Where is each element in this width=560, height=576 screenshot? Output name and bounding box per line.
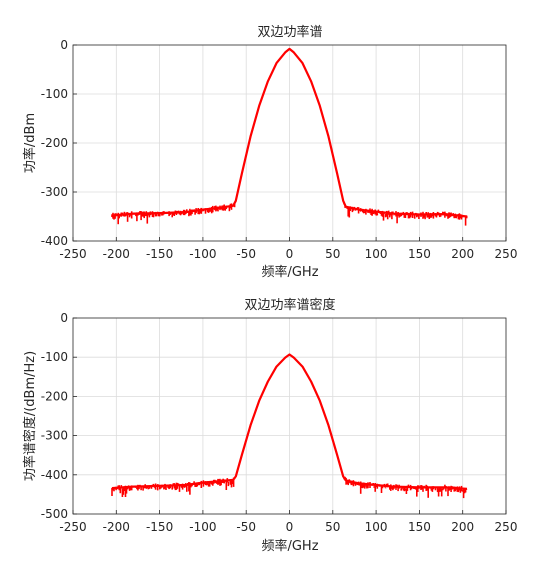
x-tick-label: 0 [286, 520, 294, 534]
x-tick-label: -100 [189, 520, 216, 534]
x-tick-label: -250 [59, 520, 86, 534]
x-tick-label: 250 [495, 520, 518, 534]
x-tick-label: 150 [408, 247, 431, 261]
y-tick-label: -400 [41, 468, 68, 482]
y-tick-label: -300 [41, 429, 68, 443]
y-tick-label: -100 [41, 87, 68, 101]
y-tick-label: -200 [41, 136, 68, 150]
data-line [111, 47, 468, 218]
y-tick-label: -400 [41, 234, 68, 248]
power-spectral-density-plot: 双边功率谱密度 -250 -200 -150 -100 -50 0 50 100 150 200 2… [22, 297, 517, 554]
y-tick-label: -300 [41, 185, 68, 199]
y-axis-label: 功率/dBm [22, 113, 38, 173]
y-tick-label: -100 [41, 350, 68, 364]
chart-title: 双边功率谱密度 [244, 297, 335, 313]
x-tick-label: 200 [451, 247, 474, 261]
x-axis-label: 频率/GHz [261, 264, 318, 280]
y-tick-label: -500 [41, 507, 68, 521]
x-tick-label: -150 [146, 520, 173, 534]
axes-box [72, 317, 507, 515]
y-axis-label: 功率谱密度/(dBm/Hz) [22, 351, 38, 481]
y-tick-label: 0 [60, 38, 68, 52]
x-tick-label: 250 [495, 247, 518, 261]
x-tick-label: 150 [408, 520, 431, 534]
power-spectrum-plot: 双边功率谱 -250 -200 -150 -100 -50 0 50 100 150 200 250… [22, 24, 517, 280]
x-tick-label: -50 [236, 520, 256, 534]
x-tick-label: 200 [451, 520, 474, 534]
x-tick-label: -250 [59, 247, 86, 261]
data-line [111, 353, 468, 490]
x-tick-label: 0 [286, 247, 294, 261]
y-tick-label: -200 [41, 389, 68, 403]
x-tick-label: -150 [146, 247, 173, 261]
x-tick-label: 100 [365, 247, 388, 261]
x-tick-label: -100 [189, 247, 216, 261]
x-tick-label: -200 [103, 520, 130, 534]
x-tick-label: 50 [325, 247, 340, 261]
x-axis-label: 频率/GHz [261, 538, 318, 554]
chart-title: 双边功率谱 [257, 24, 322, 40]
y-tick-label: 0 [60, 311, 68, 325]
x-tick-label: 100 [365, 520, 388, 534]
axes-box [72, 44, 507, 242]
x-tick-label: -50 [236, 247, 256, 261]
x-tick-label: -200 [103, 247, 130, 261]
x-tick-label: 50 [325, 520, 340, 534]
